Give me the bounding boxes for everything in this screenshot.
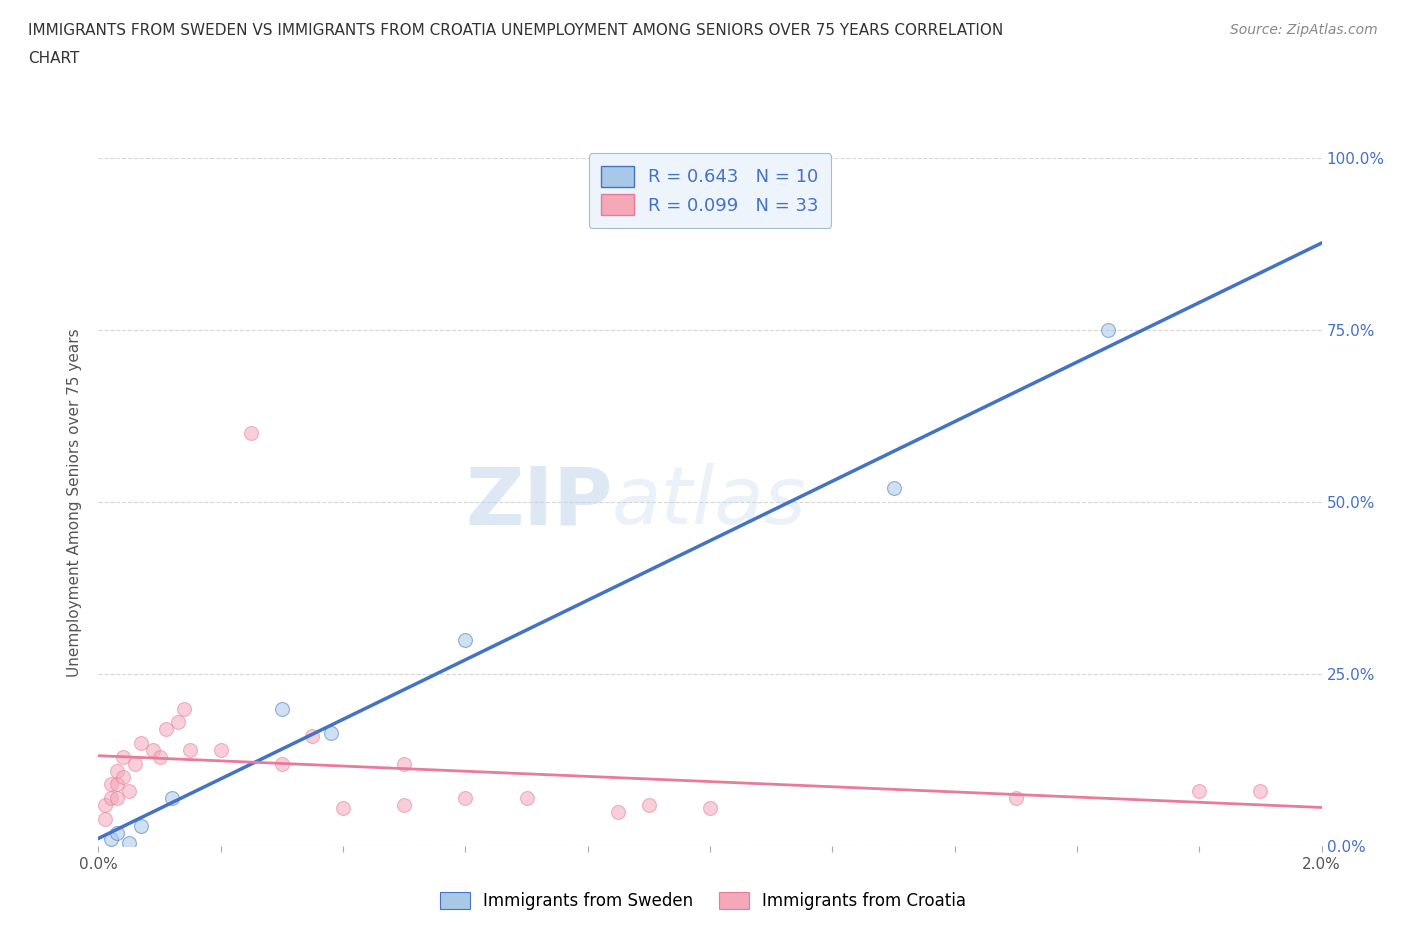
Point: [270, 701, 294, 716]
Point: [167, 715, 190, 730]
Point: [179, 742, 201, 757]
Point: [516, 790, 538, 805]
Point: [1188, 784, 1211, 799]
Point: [301, 729, 323, 744]
Point: [160, 790, 183, 805]
Point: [118, 784, 141, 799]
Point: [93, 798, 115, 813]
Point: [699, 801, 721, 816]
Point: [105, 777, 128, 791]
Point: [883, 481, 905, 496]
Point: [100, 832, 122, 847]
Point: [105, 790, 128, 805]
Text: ZIP: ZIP: [465, 463, 612, 541]
Point: [100, 790, 122, 805]
Point: [105, 764, 128, 778]
Point: [209, 742, 232, 757]
Point: [100, 777, 122, 791]
Point: [637, 798, 661, 813]
Point: [240, 426, 263, 441]
Point: [454, 790, 477, 805]
Point: [118, 835, 141, 850]
Text: Source: ZipAtlas.com: Source: ZipAtlas.com: [1230, 23, 1378, 37]
Point: [111, 750, 134, 764]
Point: [124, 756, 146, 771]
Text: CHART: CHART: [28, 51, 80, 66]
Text: atlas: atlas: [612, 463, 807, 541]
Point: [1249, 784, 1271, 799]
Point: [142, 742, 165, 757]
Legend: R = 0.643   N = 10, R = 0.099   N = 33: R = 0.643 N = 10, R = 0.099 N = 33: [589, 153, 831, 228]
Point: [454, 632, 477, 647]
Point: [332, 801, 354, 816]
Point: [392, 756, 416, 771]
Text: IMMIGRANTS FROM SWEDEN VS IMMIGRANTS FROM CROATIA UNEMPLOYMENT AMONG SENIORS OVE: IMMIGRANTS FROM SWEDEN VS IMMIGRANTS FRO…: [28, 23, 1004, 38]
Point: [129, 736, 152, 751]
Point: [607, 804, 630, 819]
Point: [173, 701, 195, 716]
Point: [319, 725, 342, 740]
Point: [1004, 790, 1026, 805]
Point: [111, 770, 134, 785]
Point: [105, 825, 128, 840]
Point: [149, 750, 172, 764]
Y-axis label: Unemployment Among Seniors over 75 years: Unemployment Among Seniors over 75 years: [67, 328, 83, 676]
Point: [270, 756, 294, 771]
Point: [1097, 323, 1119, 338]
Point: [129, 818, 152, 833]
Point: [392, 798, 416, 813]
Point: [93, 811, 115, 826]
Legend: Immigrants from Sweden, Immigrants from Croatia: Immigrants from Sweden, Immigrants from …: [433, 885, 973, 917]
Point: [155, 722, 177, 737]
